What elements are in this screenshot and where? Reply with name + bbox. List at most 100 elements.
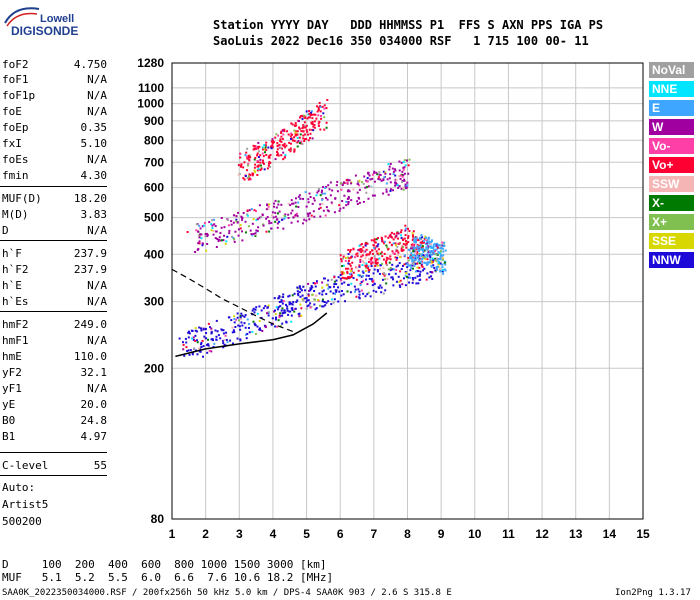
echo-point: [290, 314, 293, 317]
echo-point: [311, 286, 314, 289]
echo-point: [432, 245, 435, 248]
echo-point: [381, 262, 384, 265]
echo-point: [324, 214, 327, 217]
echo-point: [302, 197, 305, 200]
echo-point: [282, 296, 285, 299]
echo-point: [427, 245, 430, 248]
echo-point: [362, 246, 365, 249]
echo-point: [212, 345, 215, 348]
echo-point: [413, 239, 416, 242]
echo-point: [265, 149, 268, 152]
echo-point: [308, 218, 311, 221]
echo-point: [395, 269, 398, 272]
echo-point: [321, 202, 324, 205]
echo-point: [194, 339, 197, 342]
echo-point: [309, 306, 312, 309]
echo-point: [369, 185, 372, 188]
echo-point: [358, 197, 361, 200]
echo-point: [288, 301, 291, 304]
echo-point: [296, 133, 299, 136]
echo-point: [219, 232, 222, 235]
echo-point: [434, 259, 437, 262]
echo-point: [270, 140, 273, 143]
echo-point: [286, 130, 289, 133]
echo-point: [226, 341, 229, 344]
echo-point: [420, 264, 423, 267]
echo-point: [317, 119, 320, 122]
echo-point: [293, 292, 296, 295]
echo-point: [396, 232, 399, 235]
echo-point: [248, 209, 251, 212]
echo-point: [374, 241, 377, 244]
echo-point: [254, 332, 257, 335]
echo-point: [215, 338, 218, 341]
echo-point: [304, 117, 307, 120]
echo-point: [241, 230, 244, 233]
echo-point: [375, 262, 378, 265]
echo-point: [283, 214, 286, 217]
echo-point: [384, 273, 387, 276]
echo-point: [362, 271, 365, 274]
echo-point: [239, 227, 242, 230]
echo-point: [370, 260, 373, 263]
echo-point: [421, 240, 424, 243]
param-name: foEs: [2, 153, 29, 166]
echo-point: [346, 277, 349, 280]
echo-point: [420, 234, 423, 237]
echo-point: [268, 155, 271, 158]
param-separator: [0, 186, 107, 187]
echo-point: [212, 229, 215, 232]
echo-point: [276, 222, 279, 225]
echo-point: [305, 205, 308, 208]
echo-point: [236, 312, 239, 315]
echo-point: [261, 159, 264, 162]
echo-point: [217, 334, 220, 337]
echo-point: [387, 163, 390, 166]
echo-point: [253, 169, 256, 172]
echo-point: [206, 232, 209, 235]
echo-point: [289, 204, 292, 207]
echo-point: [357, 249, 360, 252]
echo-point: [371, 284, 374, 287]
echo-point: [278, 143, 281, 146]
echo-point: [441, 270, 444, 273]
echo-point: [403, 263, 406, 266]
echo-point: [211, 226, 214, 229]
echo-point: [307, 293, 310, 296]
echo-point: [222, 329, 225, 332]
echo-point: [200, 327, 203, 330]
echo-point: [442, 250, 445, 253]
param-name: MUF(D): [2, 192, 42, 205]
echo-point: [333, 276, 336, 279]
param-name: h`E: [2, 279, 22, 292]
echo-point: [311, 113, 314, 116]
echo-point: [293, 148, 296, 151]
echo-point: [361, 274, 364, 277]
echo-point: [397, 242, 400, 245]
echo-point: [384, 171, 387, 174]
echo-point: [259, 215, 262, 218]
echo-point: [298, 315, 301, 318]
echo-point: [362, 251, 365, 254]
echo-point: [307, 304, 310, 307]
echo-point: [340, 258, 343, 261]
echo-point: [182, 348, 185, 351]
echo-point: [271, 317, 274, 320]
echo-point: [366, 293, 369, 296]
echo-point: [344, 277, 347, 280]
echo-point: [267, 146, 270, 149]
echo-point: [372, 272, 375, 275]
echo-point: [410, 257, 413, 260]
echo-point: [334, 292, 337, 295]
echo-point: [255, 306, 258, 309]
echo-point: [399, 270, 402, 273]
param-value: 237.9: [73, 247, 107, 260]
param-value: 237.9: [73, 263, 107, 276]
echo-point: [389, 181, 392, 184]
echo-point: [288, 310, 291, 313]
echo-point: [346, 270, 349, 273]
echo-point: [407, 259, 410, 262]
y-tick-label: 800: [144, 133, 164, 147]
echo-point: [414, 251, 417, 254]
echo-point: [410, 243, 413, 246]
